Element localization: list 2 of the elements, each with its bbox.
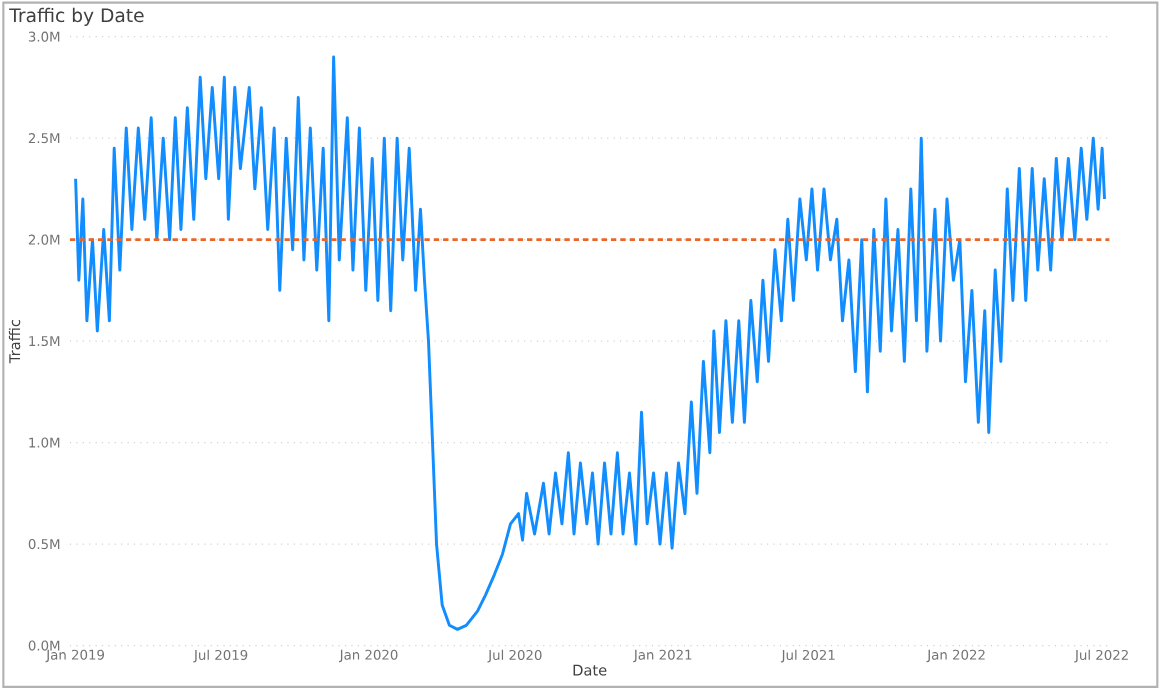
line-series [74, 55, 1106, 632]
chart-title: Traffic by Date [9, 8, 144, 27]
